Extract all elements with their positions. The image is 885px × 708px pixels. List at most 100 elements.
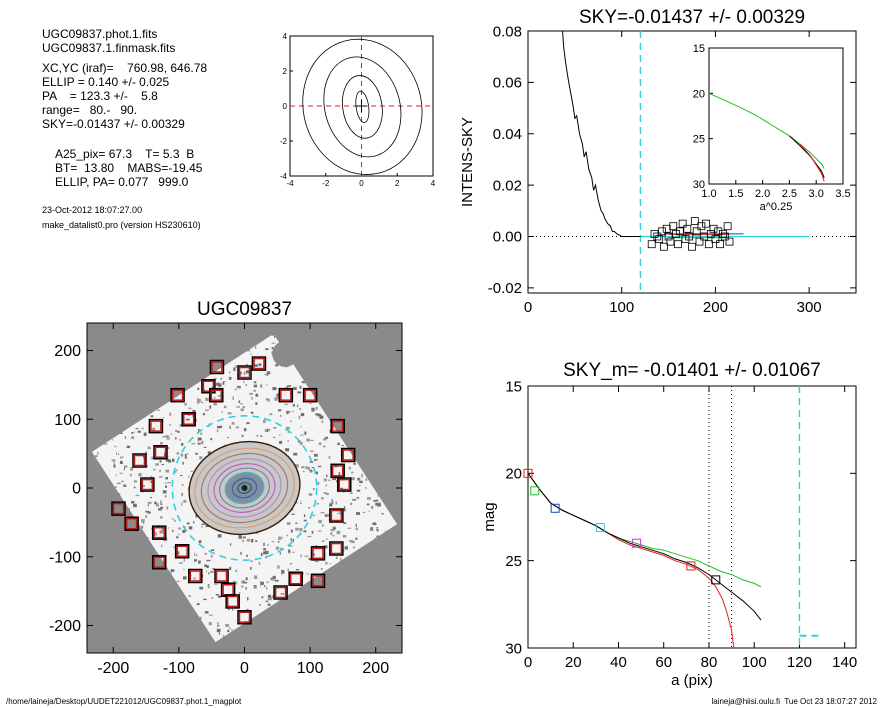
field-speck	[118, 453, 120, 455]
field-speck	[113, 461, 115, 464]
field-speck	[145, 451, 148, 455]
field-speck	[150, 475, 153, 479]
field-speck	[356, 489, 361, 492]
inset-y-tick-label: 25	[693, 134, 705, 146]
sky-box-outer	[237, 365, 252, 380]
x-tick-label: 100	[742, 654, 767, 671]
field-speck	[162, 490, 167, 494]
sky-box-inner	[312, 575, 324, 587]
x-tick-label: 0	[240, 660, 249, 677]
y-tick-label: 2	[283, 67, 288, 76]
field-speck	[261, 596, 264, 599]
field-speck	[223, 405, 227, 409]
y-tick-label: 0.06	[493, 75, 522, 92]
sky-point	[720, 232, 729, 241]
field-speck	[246, 422, 250, 425]
field-speck	[311, 467, 314, 469]
field-speck	[347, 527, 352, 529]
field-speck	[361, 473, 363, 478]
y-tick-label: 0.00	[493, 229, 522, 246]
field-speck	[141, 519, 145, 523]
x-tick-label: 60	[655, 654, 672, 671]
field-speck	[260, 552, 263, 557]
field-speck	[214, 377, 217, 380]
field-speck	[309, 402, 312, 405]
field-speck	[113, 464, 116, 468]
field-speck	[272, 575, 276, 579]
sky-point	[659, 242, 668, 251]
inset-y-tick-label: 20	[693, 88, 705, 100]
field-speck	[229, 425, 231, 429]
field-speck	[311, 407, 315, 411]
sky-box-outer	[111, 501, 126, 516]
field-speck	[145, 515, 148, 518]
field-speck	[151, 527, 153, 530]
sky-point	[685, 232, 694, 241]
field-speck	[222, 635, 225, 639]
inset-x-label: a^0.25	[760, 201, 793, 213]
x-tick-label: 200	[362, 660, 389, 677]
field-speck	[97, 451, 99, 455]
sky-point	[702, 219, 710, 228]
field-speck	[232, 608, 234, 611]
field-speck	[233, 367, 236, 371]
field-speck	[204, 564, 207, 567]
field-speck	[214, 583, 218, 585]
contour-level	[302, 38, 423, 175]
field-speck	[123, 484, 127, 487]
field-speck	[275, 364, 279, 367]
field-speck	[303, 530, 307, 533]
field-speck	[372, 522, 377, 525]
field-speck	[376, 535, 381, 537]
field-speck	[160, 500, 162, 504]
field-speck	[181, 484, 184, 486]
isophote	[219, 467, 270, 509]
field-speck	[308, 557, 313, 561]
field-speck	[205, 525, 209, 528]
sky-point	[697, 222, 706, 231]
sky-box-outer	[310, 546, 326, 561]
field-speck	[156, 503, 159, 507]
field-speck	[267, 603, 271, 606]
sky-point	[647, 240, 656, 249]
y-tick-label: 30	[505, 640, 522, 657]
field-speck	[221, 411, 224, 413]
field-speck	[322, 445, 326, 448]
field-speck	[357, 479, 361, 481]
field-speck	[239, 371, 242, 375]
field-speck	[322, 524, 324, 527]
field-speck	[335, 556, 338, 560]
field-speck	[341, 445, 344, 447]
inset-frame	[708, 47, 844, 185]
field-speck	[181, 443, 184, 446]
field-speck	[250, 353, 252, 355]
field-speck	[326, 513, 331, 517]
sky-box-outer	[330, 418, 345, 434]
field-speck	[114, 446, 117, 448]
field-speck	[266, 371, 271, 375]
field-speck	[266, 384, 268, 386]
field-speck	[290, 420, 292, 422]
sky-box-outer	[132, 453, 147, 468]
x-tick-label: 0	[524, 299, 532, 316]
sky-point	[719, 230, 727, 238]
field-speck	[138, 473, 142, 477]
field-speck	[300, 434, 304, 436]
field-speck	[265, 348, 269, 351]
field-speck	[184, 453, 187, 458]
field-speck	[290, 538, 292, 541]
field-speck	[119, 460, 123, 464]
field-speck	[201, 440, 204, 443]
field-speck	[190, 470, 194, 472]
field-speck	[335, 501, 337, 505]
mag-marker	[523, 468, 533, 478]
field-speck	[210, 554, 213, 558]
field-speck	[131, 432, 133, 434]
y-tick-label: 0.02	[493, 177, 522, 194]
field-speck	[336, 480, 338, 483]
image-title: UGC09837	[197, 299, 292, 320]
field-speck	[325, 561, 328, 565]
field-speck	[266, 581, 270, 583]
field-speck	[287, 386, 289, 389]
